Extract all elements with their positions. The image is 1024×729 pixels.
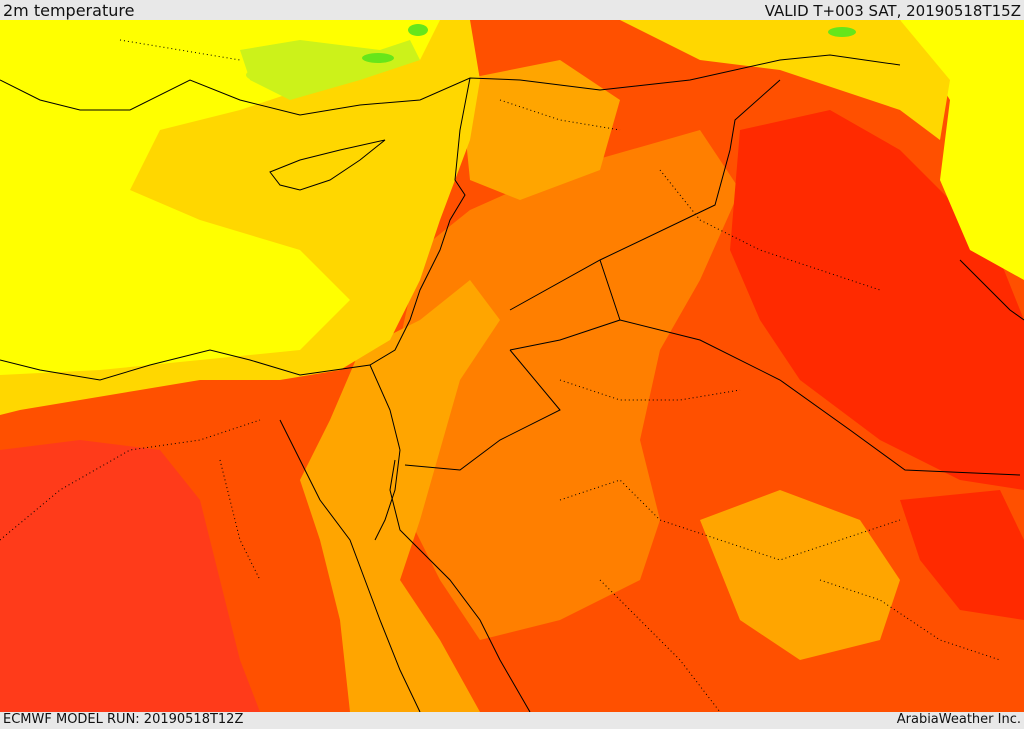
credit-label: ArabiaWeather Inc. (897, 712, 1021, 728)
model-run-label: ECMWF MODEL RUN: 20190518T12Z (3, 712, 243, 728)
temperature-map[interactable] (0, 20, 1024, 712)
region-coolest-2 (362, 53, 394, 63)
valid-time-label: VALID T+003 SAT, 20190518T15Z (765, 2, 1021, 20)
region-cool-4 (246, 69, 274, 81)
footer-bar: ECMWF MODEL RUN: 20190518T12Z ArabiaWeat… (0, 712, 1024, 729)
map-title: 2m temperature (3, 2, 134, 20)
region-coolest-1 (408, 24, 428, 36)
region-coolest-3 (828, 27, 856, 37)
header-bar: 2m temperature VALID T+003 SAT, 20190518… (0, 0, 1024, 20)
